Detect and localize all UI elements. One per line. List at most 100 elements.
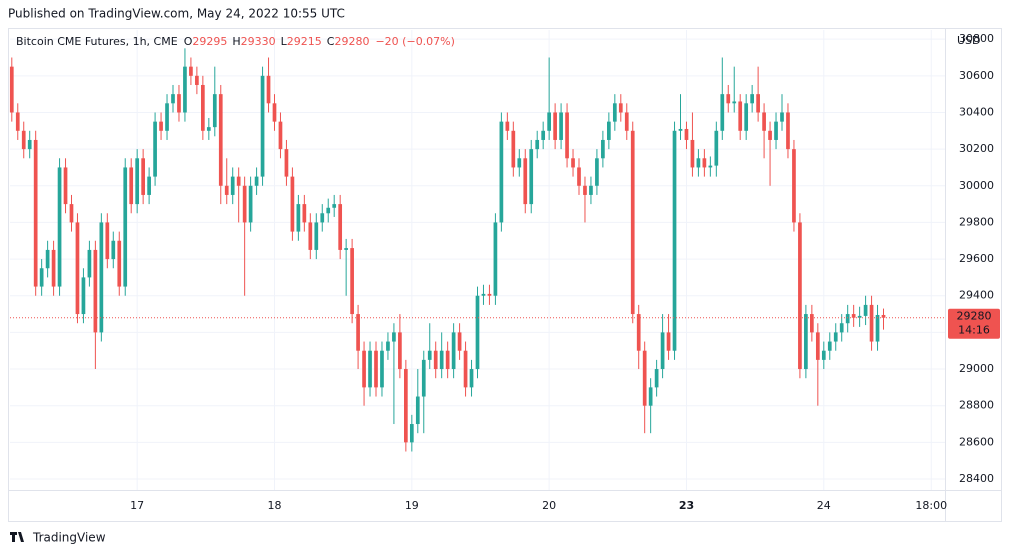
change-value: −20 (−0.07%) bbox=[375, 35, 454, 48]
candle-body bbox=[63, 167, 68, 205]
candle-body bbox=[756, 94, 760, 113]
candle-body bbox=[493, 222, 498, 296]
candle-body bbox=[696, 158, 701, 168]
x-tick-label: 24 bbox=[817, 499, 831, 512]
candle-body bbox=[9, 66, 14, 113]
y-tick-label: 28800 bbox=[959, 399, 994, 412]
candle-body bbox=[296, 204, 301, 232]
candle-body bbox=[678, 128, 683, 131]
candle-body bbox=[851, 314, 856, 318]
candle-body bbox=[254, 176, 259, 186]
candle-body bbox=[589, 185, 593, 195]
last-price-value: 29280 bbox=[957, 310, 992, 323]
candle-body bbox=[535, 139, 540, 150]
last-price-tag bbox=[948, 308, 1000, 339]
candle-body bbox=[230, 176, 235, 195]
chart-frame bbox=[8, 28, 1002, 522]
candle-body bbox=[117, 240, 122, 287]
candle-body bbox=[123, 167, 128, 287]
candle-body bbox=[863, 304, 868, 316]
candle-body bbox=[702, 158, 707, 168]
candle-body bbox=[630, 130, 635, 315]
candle-body bbox=[505, 121, 510, 131]
candle-body bbox=[404, 369, 408, 443]
candle-body bbox=[75, 222, 80, 315]
low-value: 29215 bbox=[287, 35, 322, 48]
candle-body bbox=[565, 112, 569, 159]
candle-body bbox=[595, 158, 599, 186]
candle-body bbox=[380, 350, 384, 388]
candle-body bbox=[762, 112, 766, 131]
candle-body bbox=[278, 121, 283, 150]
candle-body bbox=[81, 277, 86, 315]
candle-body bbox=[487, 293, 492, 296]
candle-body bbox=[792, 149, 796, 223]
high-value: 29330 bbox=[241, 35, 276, 48]
candle-body bbox=[648, 387, 653, 406]
candle-body bbox=[744, 103, 749, 131]
candle-body bbox=[421, 359, 426, 397]
candle-body bbox=[87, 249, 92, 278]
candle-body bbox=[618, 103, 623, 113]
candle-body bbox=[15, 112, 20, 131]
candle-body bbox=[517, 158, 522, 168]
candle-body bbox=[672, 130, 677, 351]
candle-body bbox=[392, 332, 396, 342]
x-tick-label: 23 bbox=[679, 499, 694, 512]
candle-body bbox=[272, 103, 277, 122]
candle-body bbox=[171, 94, 175, 104]
candle-body bbox=[732, 101, 737, 104]
candle-body bbox=[314, 222, 319, 250]
candle-body bbox=[338, 204, 343, 250]
y-tick-label: 30200 bbox=[959, 142, 994, 155]
y-tick-label: 29400 bbox=[959, 289, 994, 302]
candle-body bbox=[523, 158, 528, 205]
candle-body bbox=[612, 103, 617, 122]
candle-body bbox=[714, 130, 719, 166]
candle-body bbox=[804, 314, 808, 370]
high-label: H bbox=[232, 35, 240, 48]
candle-body bbox=[547, 112, 551, 131]
candle-body bbox=[415, 396, 420, 425]
candle-body bbox=[195, 75, 199, 85]
brand-name: TradingView bbox=[32, 531, 106, 545]
candle-body bbox=[780, 112, 784, 122]
candle-body bbox=[159, 121, 163, 131]
candle-body bbox=[798, 222, 802, 370]
candle-body bbox=[69, 204, 74, 223]
candle-body bbox=[499, 121, 504, 223]
y-tick-label: 29600 bbox=[959, 252, 994, 265]
candle-body bbox=[105, 222, 110, 260]
candle-body bbox=[451, 332, 456, 370]
candle-body bbox=[374, 350, 378, 388]
candle-body bbox=[845, 314, 850, 324]
candle-body bbox=[601, 139, 605, 159]
y-tick-label: 30000 bbox=[959, 179, 994, 192]
candle-body bbox=[463, 350, 468, 388]
close-value: 29280 bbox=[334, 35, 369, 48]
candle-body bbox=[690, 139, 695, 168]
candle-body bbox=[839, 323, 844, 333]
candle-body bbox=[236, 176, 241, 186]
candle-body bbox=[183, 66, 187, 113]
y-tick-label: 30400 bbox=[959, 105, 994, 118]
candle-body bbox=[869, 304, 874, 342]
candle-body bbox=[457, 332, 462, 351]
candle-body bbox=[654, 369, 659, 388]
open-label: O bbox=[184, 35, 193, 48]
candle-body bbox=[583, 185, 587, 195]
candle-body bbox=[445, 350, 450, 370]
x-tick-label: 18 bbox=[267, 499, 281, 512]
chart-legend: Bitcoin CME Futures, 1h, CME O29295 H29330… bbox=[16, 35, 455, 48]
x-tick-label: 19 bbox=[405, 499, 419, 512]
candle-body bbox=[559, 112, 563, 140]
candle-body bbox=[51, 249, 56, 287]
candle-body bbox=[177, 94, 181, 113]
currency-label: USD bbox=[957, 34, 981, 47]
candle-body bbox=[39, 268, 44, 287]
candle-body bbox=[810, 314, 814, 333]
candle-body bbox=[684, 128, 689, 140]
candle-body bbox=[481, 293, 486, 296]
candle-body bbox=[726, 94, 731, 104]
